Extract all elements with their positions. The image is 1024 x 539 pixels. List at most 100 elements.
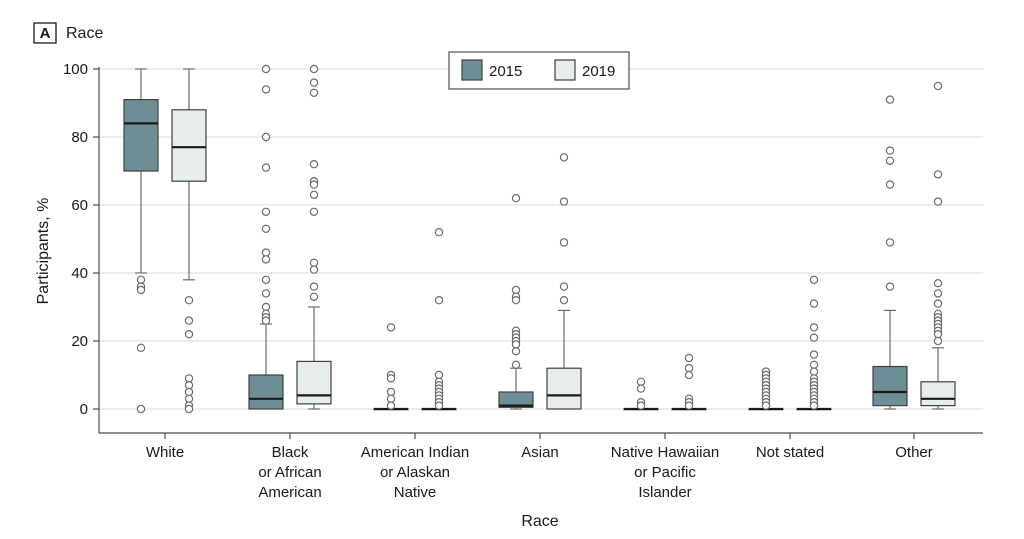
outlier-point — [559, 197, 569, 206]
legend: 2015 2019 — [448, 51, 630, 90]
category-label-line: Asian — [521, 444, 559, 461]
outlier-point — [511, 296, 521, 305]
y-tick-label-80: 80 — [71, 129, 88, 146]
category-label-line: White — [146, 444, 184, 461]
legend-label-2015: 2015 — [489, 63, 522, 80]
box-5-2019 — [796, 275, 832, 411]
outlier-point — [184, 296, 194, 305]
outlier-point — [511, 285, 521, 295]
outlier-point — [309, 159, 319, 169]
box-4-2019 — [671, 353, 707, 411]
category-label-line: Other — [895, 444, 933, 461]
outlier-point — [885, 180, 895, 189]
outlier-point — [309, 180, 319, 189]
outlier-point — [136, 285, 146, 295]
outlier-point — [933, 299, 943, 308]
outlier-point — [184, 330, 194, 339]
outlier-point — [309, 207, 319, 216]
outlier-point — [136, 275, 146, 284]
outlier-point — [559, 153, 569, 162]
outlier-point — [511, 347, 521, 356]
y-tick-label-0: 0 — [80, 401, 88, 418]
iqr-box — [123, 98, 159, 172]
y-axis-title: Participants, % — [35, 198, 52, 305]
box-2-2019 — [421, 227, 457, 411]
outlier-point — [933, 197, 943, 206]
outlier-point — [434, 296, 444, 305]
outlier-point — [809, 323, 819, 332]
box-plots — [123, 64, 956, 414]
outlier-point — [184, 316, 194, 325]
outlier-point — [809, 367, 819, 376]
outlier-point — [261, 275, 271, 284]
iqr-box — [296, 360, 332, 405]
outlier-point — [386, 387, 396, 397]
category-label-line: Black — [272, 444, 309, 461]
outlier-point — [809, 401, 819, 410]
outlier-point — [511, 340, 521, 349]
outlier-point — [885, 95, 895, 104]
outlier-point — [309, 258, 319, 267]
category-label-4: Native Hawaiian or Pacific Islander — [611, 444, 719, 501]
legend-label-2019: 2019 — [582, 63, 615, 80]
outlier-point — [261, 64, 271, 74]
outlier-point — [309, 265, 319, 274]
outlier-point — [386, 323, 396, 332]
outlier-point — [309, 292, 319, 301]
outlier-point — [933, 170, 943, 179]
outlier-point — [261, 224, 271, 233]
box-3-2015 — [498, 193, 534, 410]
x-axis-title: Race — [521, 513, 558, 530]
outlier-point — [511, 360, 521, 369]
category-label-5: Not stated — [756, 444, 824, 461]
outlier-point — [434, 227, 444, 237]
outlier-point — [386, 374, 396, 383]
outlier-point — [261, 289, 271, 298]
outlier-point — [684, 353, 694, 363]
outlier-point — [636, 377, 646, 386]
iqr-box — [872, 365, 908, 407]
category-label-line: Islander — [638, 484, 691, 501]
outlier-point — [309, 78, 319, 87]
outlier-point — [309, 88, 319, 98]
outlier-point — [309, 64, 319, 74]
outlier-point — [809, 333, 819, 342]
outlier-point — [184, 381, 194, 390]
y-tick-label-20: 20 — [71, 333, 88, 350]
box-5-2015 — [748, 367, 784, 411]
outlier-point — [261, 85, 271, 94]
outlier-point — [809, 299, 819, 308]
outlier-point — [386, 394, 396, 403]
x-axis: White Black or African American American Ind… — [99, 432, 983, 501]
box-1-2019 — [296, 64, 332, 410]
category-label-line: or Alaskan — [380, 464, 450, 481]
iqr-box — [498, 391, 534, 408]
outlier-point — [309, 282, 319, 291]
outlier-point — [809, 360, 819, 369]
outlier-point — [261, 132, 271, 142]
outlier-point — [761, 401, 771, 410]
outlier-point — [184, 394, 194, 403]
outlier-point — [933, 330, 943, 339]
outlier-point — [809, 350, 819, 359]
outlier-point — [559, 238, 569, 247]
outlier-point — [386, 401, 396, 410]
outlier-point — [261, 163, 271, 172]
grid-lines — [99, 68, 983, 410]
outlier-point — [434, 370, 444, 380]
box-1-2015 — [248, 64, 284, 410]
outlier-point — [261, 207, 271, 216]
category-label-line: Not stated — [756, 444, 824, 461]
outlier-point — [261, 316, 271, 325]
outlier-point — [885, 146, 895, 155]
legend-swatch-2015 — [461, 59, 483, 81]
outlier-point — [933, 81, 943, 91]
outlier-point — [684, 401, 694, 410]
box-6-2019 — [920, 81, 956, 410]
category-label-6: Other — [895, 444, 933, 461]
panel-header: A Race — [33, 22, 103, 44]
outlier-point — [261, 248, 271, 257]
category-label-line: American Indian — [361, 444, 469, 461]
iqr-box — [248, 374, 284, 410]
